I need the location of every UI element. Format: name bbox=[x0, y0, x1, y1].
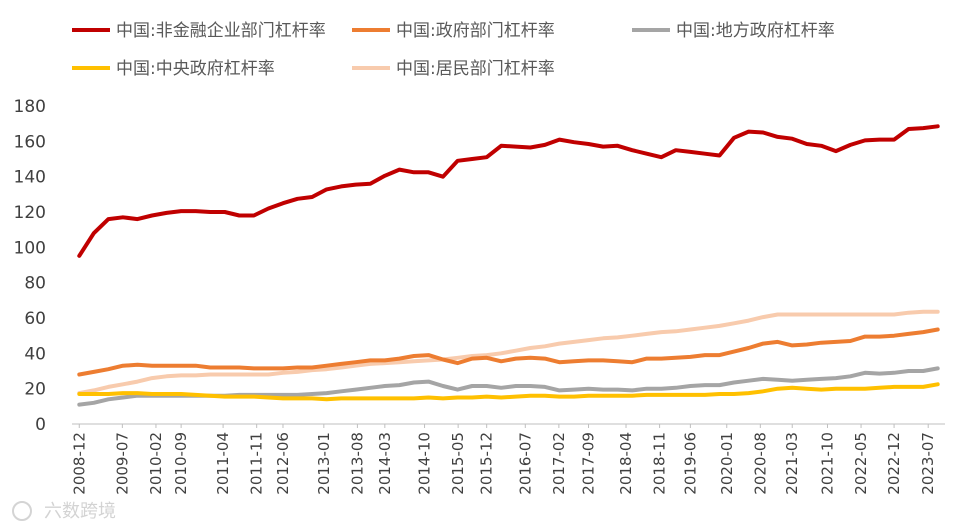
y-tick-label: 100 bbox=[14, 238, 46, 258]
x-tick-label: 2018-04 bbox=[617, 432, 635, 495]
x-tick-label: 2014-03 bbox=[376, 432, 394, 495]
x-tick-label: 2011-04 bbox=[214, 432, 232, 495]
x-tick-label: 2023-07 bbox=[919, 432, 937, 495]
x-tick-label: 2013-01 bbox=[315, 432, 333, 495]
x-axis: 2008-12 2009-07 2010-02 2010-09 2011-04 2011-… bbox=[70, 424, 937, 495]
y-tick-label: 40 bbox=[24, 344, 46, 364]
y-tick-label: 0 bbox=[35, 415, 46, 435]
x-tick-label: 2010-02 bbox=[147, 432, 165, 495]
y-tick-label: 60 bbox=[24, 309, 46, 329]
y-tick-label: 180 bbox=[14, 97, 46, 117]
x-tick-label: 2015-05 bbox=[449, 432, 467, 495]
legend-label: 中国:政府部门杠杆率 bbox=[396, 21, 555, 41]
y-tick-label: 160 bbox=[14, 132, 46, 152]
y-tick-label: 20 bbox=[24, 380, 46, 400]
x-tick-label: 2020-01 bbox=[718, 432, 736, 495]
x-tick-label: 2011-11 bbox=[248, 432, 266, 495]
x-tick-label: 2015-12 bbox=[478, 432, 496, 495]
legend-label: 中国:地方政府杠杆率 bbox=[676, 21, 835, 41]
x-tick-label: 2020-08 bbox=[751, 432, 769, 495]
x-tick-label: 2014-10 bbox=[416, 432, 434, 495]
x-tick-label: 2009-07 bbox=[113, 432, 131, 495]
legend-label: 中国:非金融企业部门杠杆率 bbox=[116, 21, 326, 41]
legend-label: 中国:居民部门杠杆率 bbox=[396, 59, 555, 79]
x-tick-label: 2008-12 bbox=[70, 432, 88, 495]
x-tick-label: 2018-11 bbox=[651, 432, 669, 495]
x-tick-label: 2017-02 bbox=[550, 432, 568, 495]
x-tick-label: 2019-06 bbox=[681, 432, 699, 495]
x-tick-label: 2012-06 bbox=[274, 432, 292, 495]
series-line-4 bbox=[77, 309, 940, 396]
y-tick-label: 140 bbox=[14, 168, 46, 188]
legend-label: 中国:中央政府杠杆率 bbox=[116, 59, 275, 79]
watermark: 六数跨境 bbox=[12, 501, 116, 522]
legend-item-local-government: 中国:地方政府杠杆率 bbox=[632, 21, 835, 41]
y-axis: 0 20 40 60 80 100 120 140 160 180 bbox=[14, 97, 46, 435]
series-line-0 bbox=[77, 124, 940, 258]
watermark-text: 六数跨境 bbox=[44, 501, 116, 522]
x-tick-label: 2022-05 bbox=[852, 432, 870, 495]
x-tick-label: 2022-12 bbox=[885, 432, 903, 495]
legend: 中国:非金融企业部门杠杆率 中国:政府部门杠杆率 中国:地方政府杠杆率 中国:中… bbox=[72, 21, 835, 79]
x-tick-label: 2017-09 bbox=[580, 432, 598, 495]
legend-item-household: 中国:居民部门杠杆率 bbox=[352, 59, 555, 79]
y-tick-label: 120 bbox=[14, 203, 46, 223]
legend-item-nonfinancial-corporate: 中国:非金融企业部门杠杆率 bbox=[72, 21, 326, 41]
series-line-1 bbox=[77, 327, 940, 377]
x-tick-label: 2021-03 bbox=[783, 432, 801, 495]
x-tick-label: 2013-08 bbox=[348, 432, 366, 495]
x-tick-label: 2010-09 bbox=[172, 432, 190, 495]
series-line-3 bbox=[77, 382, 940, 402]
series-group bbox=[77, 124, 940, 407]
x-tick-label: 2021-10 bbox=[818, 432, 836, 495]
watermark-logo-icon bbox=[12, 501, 32, 521]
y-tick-label: 80 bbox=[24, 274, 46, 294]
legend-item-government: 中国:政府部门杠杆率 bbox=[352, 21, 555, 41]
x-tick-label: 2016-07 bbox=[516, 432, 534, 495]
legend-item-central-government: 中国:中央政府杠杆率 bbox=[72, 59, 275, 79]
